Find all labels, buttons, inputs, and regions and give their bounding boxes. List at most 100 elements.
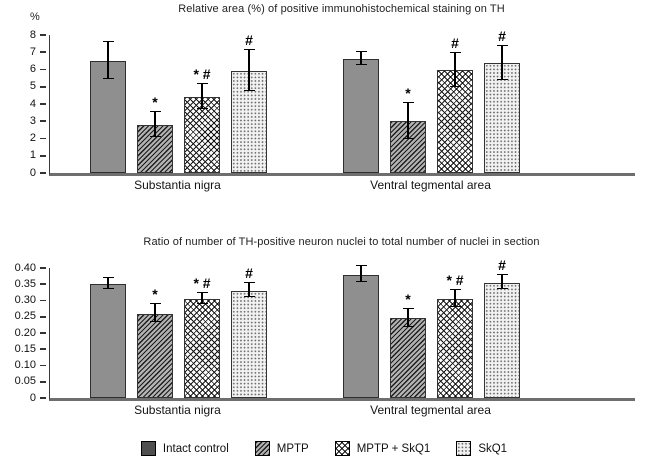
y-tick-label: 0	[29, 166, 36, 179]
bar-slot: *	[390, 268, 426, 398]
y-tick-label: 0.40	[14, 261, 36, 274]
significance-annotation: *	[152, 93, 158, 110]
y-tick-mark	[40, 172, 46, 174]
significance-annotation: #	[498, 28, 506, 45]
legend-item: SkQ1	[456, 441, 507, 456]
x-category-label: Substantia nigra	[134, 178, 221, 192]
y-tick: 1	[0, 150, 46, 161]
y-tick-label: 0.05	[14, 375, 36, 388]
bar-crosshatch	[437, 70, 473, 173]
error-bar	[102, 277, 114, 290]
bar-slot: #	[484, 258, 520, 398]
y-tick-mark	[40, 154, 46, 157]
bar-group: * # #	[343, 29, 520, 173]
y-tick-label: 0.25	[14, 310, 36, 323]
y-tick: 0	[0, 166, 46, 179]
x-axis-category-labels: Substantia nigra Ventral tegmental area	[49, 403, 634, 419]
bar-slot	[343, 35, 379, 173]
significance-annotation: * #	[193, 66, 211, 83]
y-tick: 3	[0, 114, 46, 127]
bar-slot: * #	[184, 268, 220, 398]
y-tick-label: 5	[29, 80, 36, 93]
y-tick-label: 6	[29, 63, 36, 75]
y-tick-mark	[40, 34, 46, 36]
y-tick-mark	[40, 332, 46, 334]
y-tick-mark	[40, 137, 46, 140]
legend-item: Intact control	[140, 441, 229, 456]
y-tick-label: 2	[29, 132, 36, 144]
error-bar	[402, 308, 414, 327]
y-tick-label: 0.35	[14, 277, 36, 290]
significance-annotation: #	[245, 32, 253, 49]
y-tick-label: 0	[29, 391, 36, 404]
y-tick: 4	[0, 98, 46, 109]
significance-annotation: *	[405, 291, 411, 308]
significance-annotation: #	[498, 257, 506, 274]
plot-area: 0.40 0.35 0.30 0.25 0.20 0.15 0.10 0.05 0 * * # # * *…	[15, 258, 635, 403]
error-bar	[496, 45, 508, 80]
y-axis-unit-label: %	[30, 11, 40, 23]
significance-annotation: *	[152, 286, 158, 303]
error-bar	[496, 274, 508, 290]
y-tick-mark	[40, 397, 46, 399]
plot-area: 8 7 6 5 4 3 2 1 0 * * # # * # #	[30, 29, 635, 178]
x-category-label: Substantia nigra	[134, 403, 221, 417]
y-tick: 0.15	[0, 343, 46, 354]
bar-solid	[343, 59, 379, 173]
legend-swatch-dots	[456, 441, 472, 456]
y-tick: 0.40	[0, 261, 46, 274]
bar-solid	[90, 284, 126, 398]
error-bar	[449, 51, 461, 87]
error-bar	[196, 292, 208, 304]
y-tick: 2	[0, 132, 46, 144]
bar-slot: #	[484, 29, 520, 173]
y-tick: 0.20	[0, 326, 46, 339]
y-tick: 7	[0, 45, 46, 58]
legend-label: MPTP	[276, 442, 309, 455]
y-tick: 0.10	[0, 360, 46, 371]
y-tick: 0	[0, 391, 46, 404]
bar-group: * * # #	[90, 32, 267, 173]
bar-solid	[343, 274, 379, 398]
legend-item: MPTP	[254, 441, 309, 456]
error-bar	[355, 265, 367, 282]
legend: Intact control MPTP MPTP + SkQ1 SkQ1	[0, 441, 648, 456]
bar-crosshatch	[437, 298, 473, 398]
y-tick-mark	[40, 364, 46, 367]
x-category-label: Ventral tegmental area	[370, 403, 491, 417]
bar-dots	[484, 282, 520, 398]
error-bar	[402, 102, 414, 139]
error-bar	[355, 51, 367, 66]
y-tick-mark	[40, 267, 46, 269]
bar-slot	[343, 265, 379, 398]
bar-solid	[90, 60, 126, 173]
significance-annotation: * #	[193, 275, 211, 291]
legend-swatch-solid	[140, 441, 156, 456]
y-tick: 0.35	[0, 277, 46, 290]
bar-diagonal	[390, 318, 426, 398]
significance-annotation: #	[451, 34, 459, 51]
y-tick-label: 0.20	[14, 326, 36, 339]
y-tick-mark	[40, 299, 46, 302]
legend-swatch-diagonal	[254, 441, 270, 456]
bar-slot: *	[137, 268, 173, 398]
bar-slot: *	[137, 35, 173, 173]
x-category-label: Ventral tegmental area	[370, 178, 491, 192]
error-bar	[243, 49, 255, 92]
bar-slot	[90, 35, 126, 173]
error-bar	[149, 110, 161, 137]
error-bar	[149, 303, 161, 322]
y-tick-label: 8	[29, 28, 36, 41]
legend-label: SkQ1	[478, 442, 508, 455]
y-tick-mark	[40, 120, 46, 123]
significance-annotation: #	[245, 265, 253, 282]
y-tick: 0.30	[0, 295, 46, 306]
y-tick-mark	[40, 85, 46, 88]
y-tick-label: 3	[29, 114, 36, 127]
y-tick-mark	[40, 51, 46, 54]
y-tick-label: 7	[29, 45, 36, 58]
y-tick: 0.05	[0, 375, 46, 388]
legend-swatch-crosshatch	[334, 441, 350, 456]
bar-group: * * # #	[343, 258, 520, 398]
